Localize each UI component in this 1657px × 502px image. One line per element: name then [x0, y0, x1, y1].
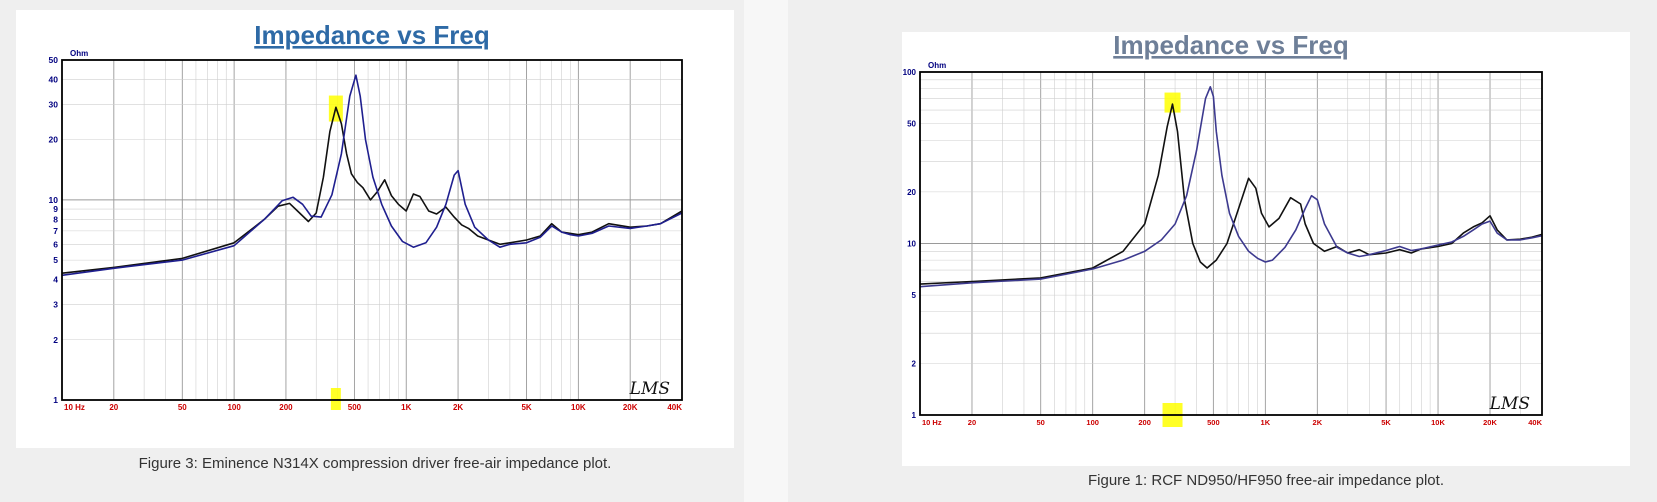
x-tick-label: 500: [348, 403, 362, 412]
x-tick-label: 200: [1138, 418, 1151, 427]
impedance-curve-2: [61, 74, 683, 277]
x-tick-label: 10 Hz: [64, 403, 85, 412]
chart-card-rcf: Impedance vs Freq Ohm 100 50 20 10 5 2 1 10 Hz 20 5…: [902, 30, 1630, 466]
impedance-chart-rcf: Impedance vs Freq Ohm 100 50 20 10 5 2 1 10 Hz 20 5…: [903, 30, 1543, 427]
x-tick-label: 200: [279, 403, 293, 412]
y-unit-label: Ohm: [70, 49, 88, 58]
axis-highlight-marker: [330, 388, 341, 410]
y-tick-label: 100: [903, 68, 917, 77]
page-gutter: [744, 0, 788, 502]
y-tick-label: 50: [907, 120, 916, 129]
x-tick-label: 100: [1086, 418, 1099, 427]
x-tick-label: 50: [1037, 418, 1045, 427]
peak-highlight-marker: [1164, 92, 1181, 113]
figure-caption-eminence: Figure 3: Eminence N314X compression dri…: [138, 455, 612, 472]
x-tick-label: 20: [968, 418, 976, 427]
plot-frame: [919, 71, 1543, 416]
figure-caption-rcf: Figure 1: RCF ND950/HF950 free-air imped…: [1088, 472, 1444, 489]
y-tick-label: 3: [53, 300, 58, 310]
impedance-chart-eminence: Impedance vs FreqOhm50403020109876543211…: [49, 20, 683, 412]
y-tick-label: 10: [49, 195, 59, 205]
y-tick-label: 4: [53, 275, 58, 285]
x-tick-label: 10K: [1431, 418, 1445, 427]
y-tick-label: 20: [907, 188, 916, 197]
x-tick-label: 20K: [1483, 418, 1497, 427]
y-tick-label: 7: [53, 226, 58, 236]
impedance-curve-2: [919, 86, 1543, 288]
lms-logo: LMS: [1489, 394, 1530, 414]
x-tick-label: 2K: [1313, 418, 1323, 427]
x-tick-label: 20K: [623, 403, 638, 412]
y-tick-label: 1: [53, 395, 58, 405]
y-tick-label: 9: [53, 204, 58, 214]
y-tick-label: 2: [912, 359, 917, 368]
x-tick-label: 5K: [521, 403, 531, 412]
y-tick-label: 5: [912, 291, 917, 300]
x-tick-label: 2K: [453, 403, 463, 412]
y-tick-label: 40: [49, 74, 59, 84]
chart-title: Impedance vs Freq: [254, 20, 490, 50]
x-tick-label: 10 Hz: [922, 418, 942, 427]
y-tick-label: 30: [49, 99, 59, 109]
x-tick-label: 1K: [401, 403, 411, 412]
x-tick-label: 1K: [1261, 418, 1271, 427]
chart-card-eminence: Impedance vs Freq Ohm 50 40 30 20 10 9 8 7 6 5 4 3 2 1 1…: [16, 10, 734, 448]
y-tick-label: 2: [53, 335, 58, 345]
lms-logo: LMS: [629, 379, 670, 399]
grid-lines: [61, 59, 683, 401]
y-tick-label: 20: [49, 135, 59, 145]
chart-title: Impedance vs Freq: [1113, 30, 1349, 60]
x-tick-label: 100: [227, 403, 241, 412]
y-unit-label: Ohm: [928, 61, 946, 70]
plot-frame: [61, 59, 683, 401]
impedance-curve-1: [61, 106, 683, 274]
y-tick-label: 1: [912, 411, 917, 420]
y-tick-label: 5: [53, 255, 58, 265]
x-tick-label: 10K: [571, 403, 586, 412]
y-tick-label: 50: [49, 55, 59, 65]
y-tick-label: 8: [53, 214, 58, 224]
x-tick-label: 40K: [1528, 418, 1542, 427]
x-tick-label: 5K: [1381, 418, 1391, 427]
x-tick-label: 50: [178, 403, 187, 412]
impedance-curve-1: [919, 103, 1543, 285]
x-tick-label: 500: [1207, 418, 1220, 427]
x-tick-label: 40K: [667, 403, 682, 412]
y-tick-label: 6: [53, 239, 58, 249]
y-tick-label: 10: [907, 240, 916, 249]
x-tick-label: 20: [109, 403, 118, 412]
